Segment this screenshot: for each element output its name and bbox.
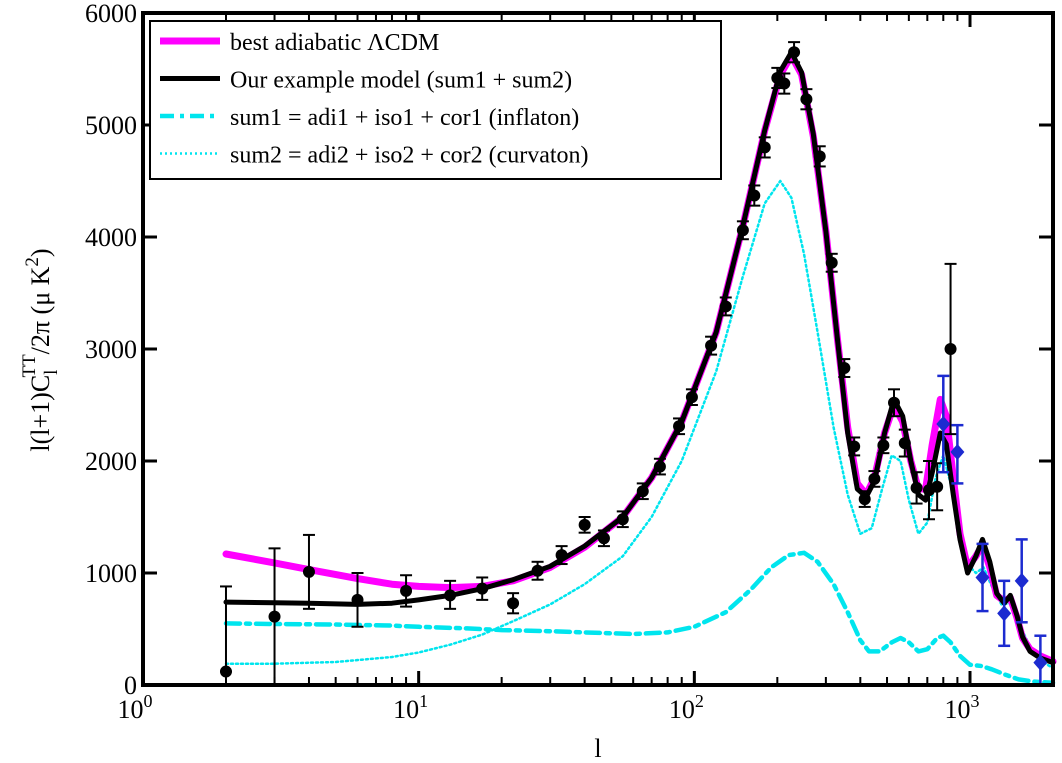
data-point	[923, 460, 936, 521]
series-line-2	[223, 550, 1056, 686]
legend-label-2: sum1 = adi1 + iso1 + cor1 (inflaton)	[230, 105, 579, 131]
data-point	[476, 576, 489, 601]
legend-label-3: sum2 = adi2 + iso2 + cor2 (curvaton)	[230, 143, 589, 169]
data-points	[219, 41, 1048, 687]
y-tick-label: 3000	[85, 335, 137, 364]
plot-frame	[141, 11, 1055, 687]
data-point	[616, 510, 629, 529]
x-axis-label: l	[594, 734, 601, 763]
data-point	[597, 529, 610, 548]
data-point	[758, 136, 771, 159]
data-point	[578, 516, 591, 534]
data-point	[507, 592, 520, 615]
data-point	[944, 262, 957, 436]
data-point	[531, 560, 544, 581]
data-point	[219, 585, 232, 678]
data-point	[351, 572, 364, 628]
y-tick-label: 5000	[85, 111, 137, 140]
y-tick-label: 6000	[85, 0, 137, 28]
y-tick-label: 2000	[85, 447, 137, 476]
data-point	[825, 252, 838, 273]
data-point	[673, 417, 686, 436]
data-point	[719, 296, 732, 317]
data-point	[898, 428, 911, 458]
data-point	[778, 72, 791, 95]
data-point-blue	[975, 542, 990, 613]
series-line-1	[223, 49, 1056, 666]
x-tick-label: 102	[669, 691, 704, 724]
data-point	[931, 462, 944, 512]
data-point	[736, 220, 749, 241]
data-point	[888, 388, 901, 418]
data-point	[800, 88, 813, 111]
series-line-3	[224, 179, 1055, 670]
data-point-blue	[936, 374, 951, 474]
data-point-blue	[997, 579, 1012, 648]
data-point-blue	[1033, 634, 1048, 687]
data-point	[705, 335, 718, 356]
data-point	[838, 358, 851, 378]
data-point	[444, 579, 457, 610]
data-point	[848, 436, 861, 457]
data-point	[910, 471, 923, 505]
x-tick-label: 103	[945, 691, 980, 724]
legend: best adiabatic ΛCDM Our example model (su…	[149, 20, 722, 180]
data-point-blue	[950, 423, 965, 485]
x-tick-label: 101	[393, 691, 428, 724]
legend-label-0: best adiabatic ΛCDM	[230, 30, 439, 56]
data-point	[877, 436, 890, 455]
legend-label-1: Our example model (sum1 + sum2)	[230, 68, 572, 94]
data-point	[813, 145, 826, 168]
data-point	[748, 184, 761, 207]
y-tick-label: 0	[124, 671, 137, 700]
y-axis-label: l(l+1)ClTT/2π (μ K2)	[19, 248, 62, 451]
data-point	[868, 470, 881, 488]
data-point-blue	[1014, 538, 1029, 624]
legend-box	[149, 20, 722, 180]
data-point	[685, 388, 698, 406]
y-tick-label: 1000	[85, 559, 137, 588]
data-point	[555, 545, 568, 566]
data-point	[788, 41, 801, 64]
data-point	[400, 574, 413, 608]
data-point	[858, 490, 871, 508]
y-tick-label: 4000	[85, 223, 137, 252]
data-point	[636, 482, 649, 501]
data-point	[302, 533, 315, 610]
data-point	[653, 457, 666, 476]
x-tick-label: 100	[118, 691, 153, 724]
